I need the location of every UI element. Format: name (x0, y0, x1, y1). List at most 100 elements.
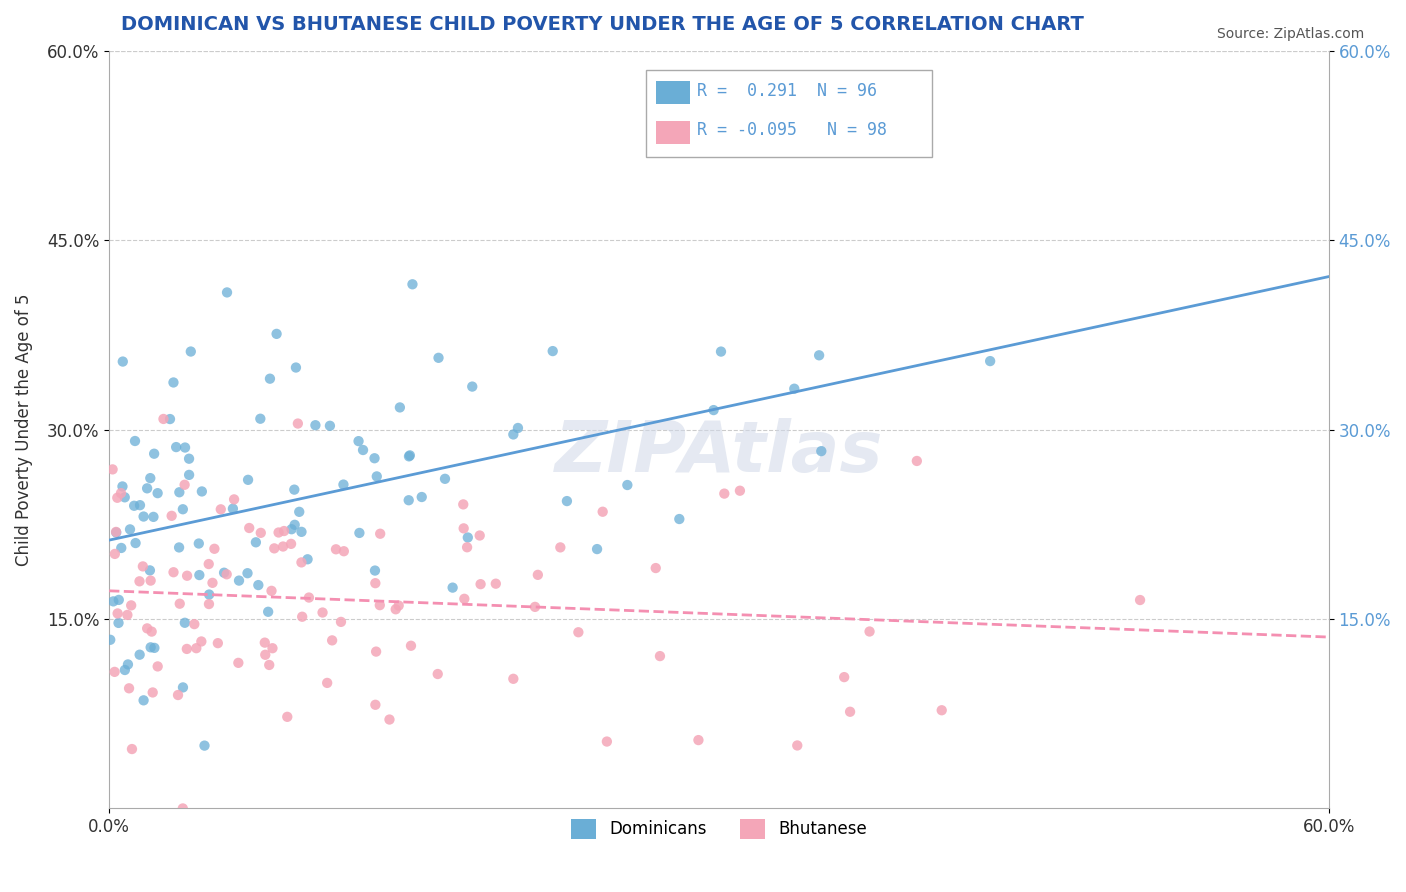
Point (366, 469, 388, 483)
Point (117, 657, 139, 672)
Point (124, 536, 146, 550)
Point (783, 382, 806, 396)
Point (180, 344, 202, 359)
Point (388, 401, 411, 415)
Point (201, 575, 224, 590)
Point (728, 483, 751, 498)
Point (271, 540, 294, 554)
Point (146, 659, 169, 673)
Point (284, 360, 307, 375)
Point (114, 663, 136, 677)
Point (128, 574, 150, 589)
Point (378, 713, 401, 727)
Point (352, 442, 374, 457)
Point (136, 621, 159, 635)
Point (648, 649, 671, 664)
Point (290, 524, 312, 539)
Point (128, 648, 150, 662)
Point (347, 434, 370, 449)
Text: DOMINICAN VS BHUTANESE CHILD POVERTY UNDER THE AGE OF 5 CORRELATION CHART: DOMINICAN VS BHUTANESE CHILD POVERTY UND… (121, 15, 1084, 34)
Point (456, 541, 478, 555)
Point (105, 525, 128, 540)
Point (810, 444, 832, 458)
Point (592, 505, 614, 519)
Point (257, 605, 280, 619)
Point (173, 615, 195, 630)
Point (172, 681, 194, 695)
Point (399, 639, 422, 653)
Point (311, 606, 333, 620)
Point (555, 494, 578, 508)
Point (688, 733, 710, 747)
Point (191, 484, 214, 499)
Point (668, 512, 690, 526)
Point (291, 609, 314, 624)
Point (259, 372, 281, 386)
Point (107, 593, 129, 607)
Point (146, 486, 169, 500)
Point (257, 657, 280, 672)
Point (222, 501, 245, 516)
Point (247, 578, 270, 592)
Point (267, 525, 290, 540)
Point (215, 285, 238, 300)
Point (1129, 593, 1152, 607)
Point (122, 499, 145, 513)
Point (363, 451, 385, 466)
Y-axis label: Child Poverty Under the Age of 5: Child Poverty Under the Age of 5 (15, 293, 32, 566)
Point (506, 421, 529, 435)
FancyBboxPatch shape (645, 70, 932, 157)
Point (188, 568, 211, 582)
Point (262, 641, 284, 656)
Point (104, 665, 127, 679)
Point (411, 490, 433, 504)
Point (567, 625, 589, 640)
Point (121, 742, 143, 756)
Point (124, 434, 146, 448)
Point (228, 656, 250, 670)
Point (461, 379, 484, 393)
Point (249, 411, 271, 425)
Text: Source: ZipAtlas.com: Source: ZipAtlas.com (1216, 27, 1364, 41)
FancyBboxPatch shape (655, 121, 690, 144)
Point (457, 531, 479, 545)
Point (280, 522, 302, 536)
Point (132, 693, 155, 707)
Point (401, 277, 423, 292)
Point (321, 633, 343, 648)
Point (290, 555, 312, 569)
Point (120, 599, 142, 613)
Point (169, 485, 191, 500)
Point (118, 681, 141, 696)
Point (325, 542, 347, 557)
Point (330, 615, 353, 629)
Point (114, 491, 136, 505)
Point (284, 517, 307, 532)
Point (470, 577, 492, 591)
Point (644, 561, 666, 575)
Point (174, 441, 197, 455)
Point (468, 528, 491, 542)
Point (349, 525, 371, 540)
Point (586, 542, 609, 557)
Point (273, 524, 295, 538)
Point (207, 636, 229, 650)
Point (399, 449, 422, 463)
Point (254, 648, 277, 662)
Point (333, 544, 356, 558)
Point (111, 354, 134, 368)
Legend: Dominicans, Bhutanese: Dominicans, Bhutanese (564, 812, 873, 846)
Point (209, 502, 232, 516)
Point (808, 348, 831, 362)
Point (167, 541, 190, 555)
Point (236, 473, 259, 487)
Point (319, 418, 342, 433)
Point (190, 634, 212, 648)
Point (179, 467, 201, 482)
Point (165, 440, 187, 454)
Point (193, 739, 215, 753)
Point (162, 376, 184, 390)
Point (710, 344, 733, 359)
Point (253, 635, 276, 649)
Point (398, 493, 420, 508)
